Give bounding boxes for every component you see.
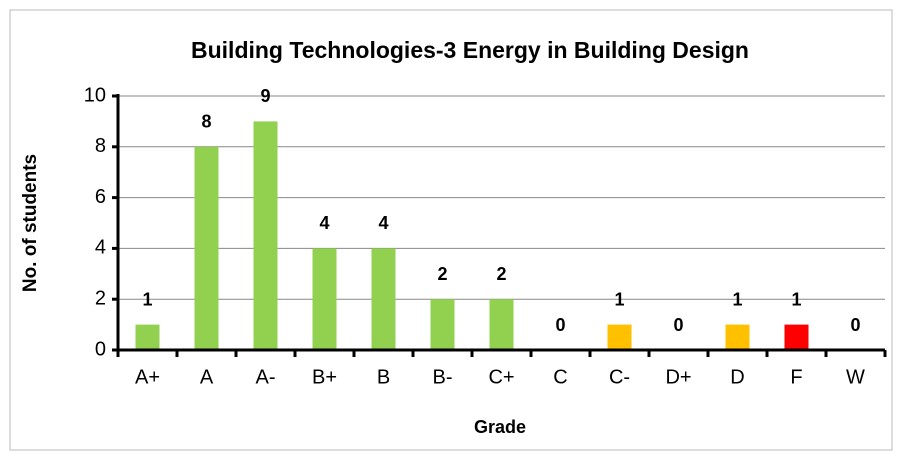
y-axis-label: No. of students [20,154,41,292]
bar [253,121,278,351]
bar [312,248,337,350]
data-label: 0 [555,315,565,335]
bar [784,324,809,350]
y-tick-label: 4 [95,237,106,259]
data-label: 9 [260,86,270,106]
bar [135,324,160,350]
x-tick-label: D+ [665,366,691,388]
data-label: 0 [673,315,683,335]
y-tick-label: 6 [95,186,106,208]
x-tick-label: A- [256,366,276,388]
bar [607,324,632,350]
x-tick-label: A+ [135,366,160,388]
x-tick-label: W [846,366,865,388]
y-tick-label: 8 [95,135,106,157]
data-label: 4 [378,213,388,233]
bar [194,146,219,350]
y-tick-label: 10 [84,84,106,106]
data-label: 2 [437,264,447,284]
bar [489,299,514,350]
x-tick-label: C+ [488,366,514,388]
x-axis-label: Grade [474,417,526,437]
chart-title: Building Technologies-3 Energy in Buildi… [191,37,749,63]
x-tick-label: D [730,366,744,388]
data-label: 4 [319,213,329,233]
x-tick-label: C- [609,366,630,388]
data-label: 1 [142,289,152,309]
bar [725,324,750,350]
data-label: 1 [732,289,742,309]
y-tick-label: 0 [95,338,106,360]
x-tick-label: C [553,366,567,388]
data-label: 0 [850,315,860,335]
data-label: 1 [614,289,624,309]
x-tick-label: A [200,366,214,388]
y-tick-label: 2 [95,287,106,309]
x-tick-label: B [377,366,390,388]
x-tick-label: F [790,366,802,388]
bar [430,299,455,350]
bar [371,248,396,350]
data-label: 8 [201,112,211,132]
data-label: 1 [791,289,801,309]
chart-border [9,9,893,451]
x-tick-label: B+ [312,366,337,388]
x-tick-label: B- [433,366,453,388]
data-label: 2 [496,264,506,284]
